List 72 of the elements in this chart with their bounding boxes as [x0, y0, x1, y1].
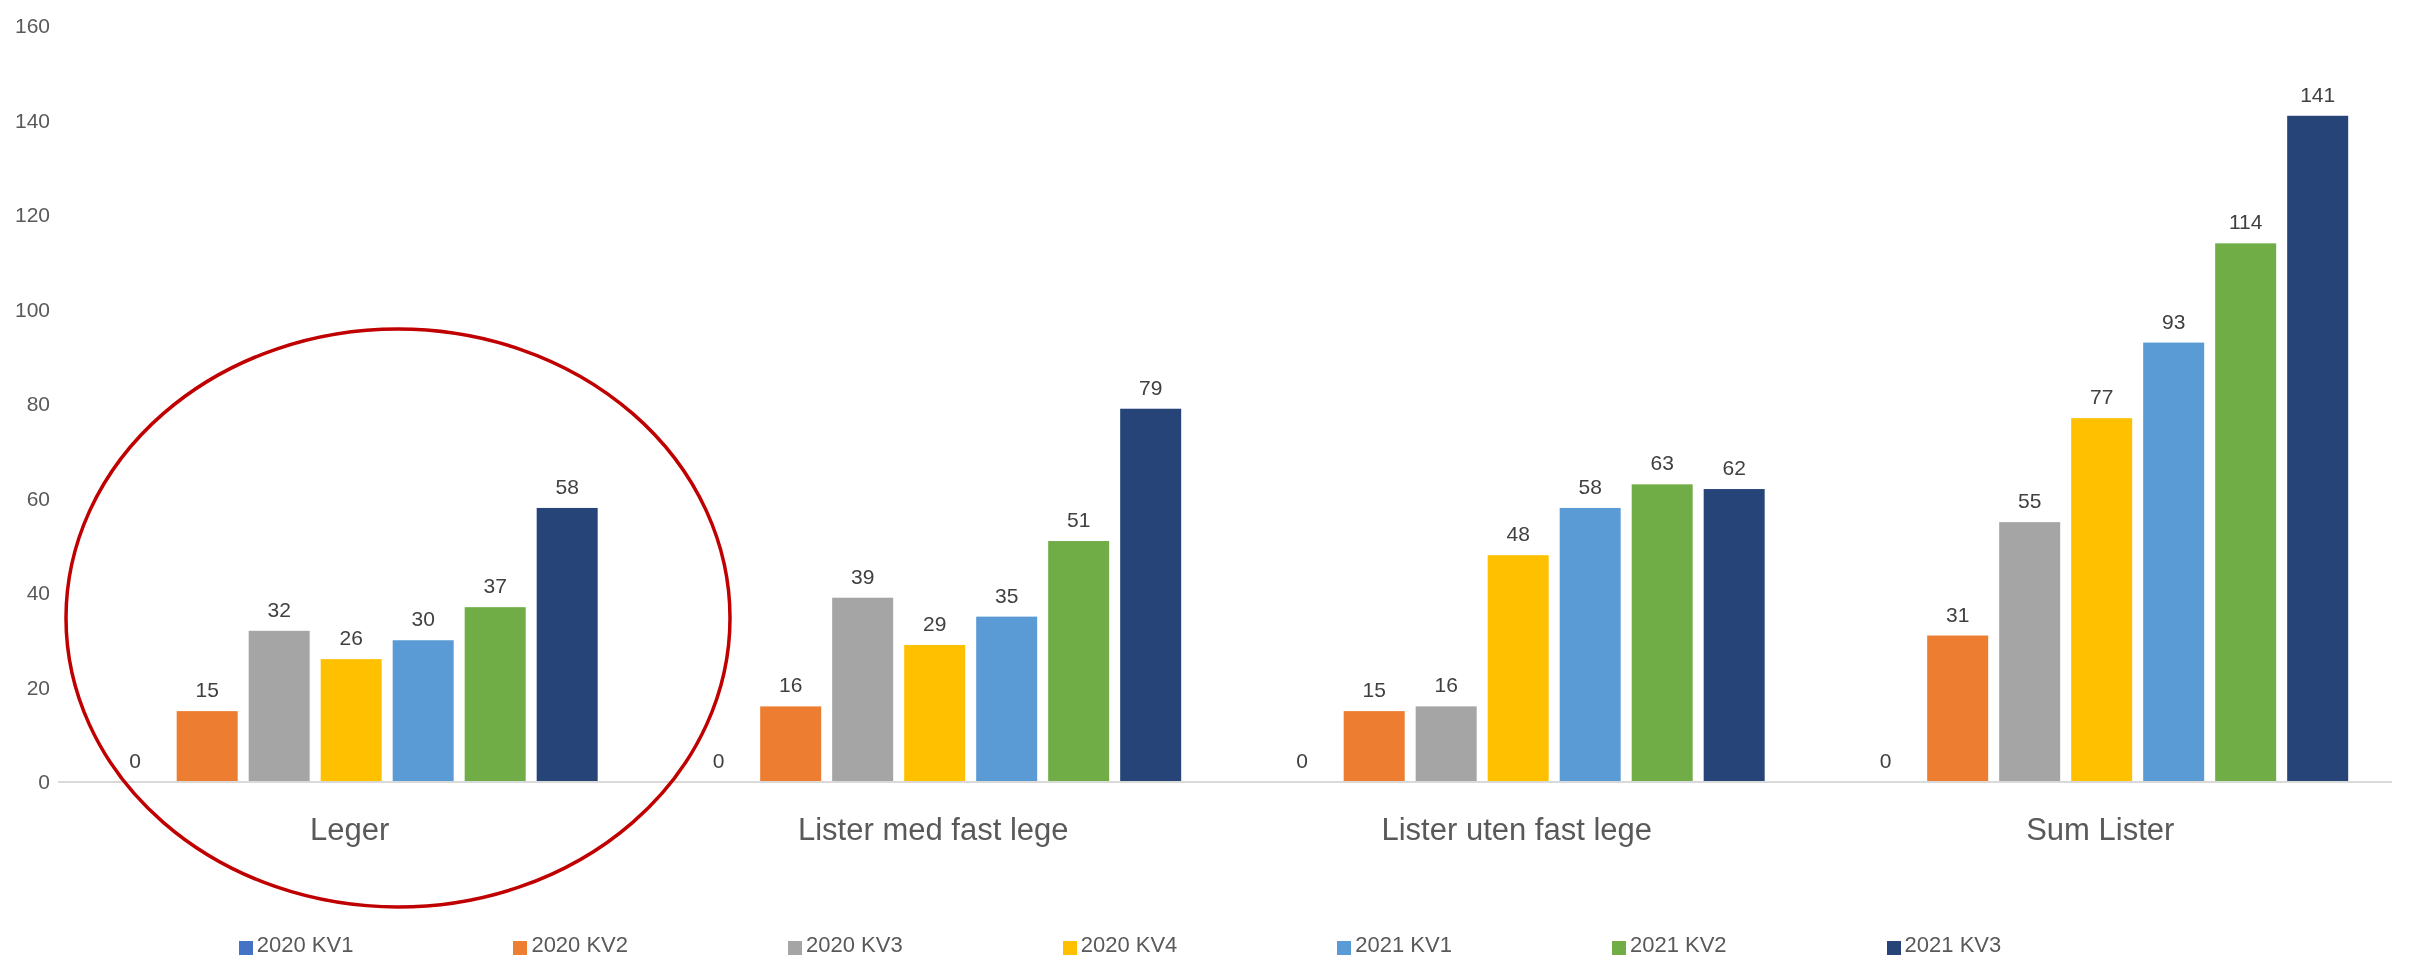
x-tick-label: Lister uten fast lege: [1381, 812, 1653, 847]
data-label: 62: [1722, 456, 1746, 480]
data-label: 16: [1434, 673, 1458, 697]
data-label: 93: [2162, 309, 2186, 333]
data-label: 35: [995, 583, 1019, 607]
data-label: 39: [851, 564, 875, 588]
data-label: 30: [411, 607, 435, 631]
data-label: 58: [1578, 474, 1602, 498]
legend-label: 2020 KV2: [531, 932, 629, 957]
data-label: 15: [1362, 678, 1386, 702]
bar: [1343, 711, 1405, 782]
bar: [1631, 484, 1693, 782]
data-label: 0: [712, 749, 725, 772]
bar: [1703, 489, 1765, 782]
data-label: 55: [2018, 489, 2042, 513]
legend-label: 2020 KV3: [806, 932, 903, 957]
bar: [176, 711, 238, 782]
data-label: 114: [2228, 210, 2263, 234]
bar: [1559, 507, 1621, 782]
x-tick-label: Sum Lister: [2026, 812, 2175, 847]
data-label: 32: [267, 597, 291, 621]
y-tick-label: 160: [14, 14, 50, 38]
data-label: 15: [195, 678, 219, 702]
data-label: 0: [129, 749, 142, 772]
data-label: 63: [1650, 451, 1674, 475]
y-tick-label: 140: [14, 108, 50, 132]
data-label: 0: [1296, 749, 1309, 772]
data-label: 58: [555, 474, 579, 498]
bar: [392, 640, 454, 782]
data-label: 0: [1879, 749, 1892, 772]
y-tick-label: 60: [26, 486, 50, 510]
legend-label: 2021 KV2: [1629, 932, 1727, 957]
bar: [1927, 635, 1989, 782]
bar: [464, 607, 526, 782]
x-tick-label: Lister med fast lege: [797, 812, 1069, 847]
x-tick-label: Leger: [310, 812, 390, 847]
y-tick-label: 100: [14, 297, 50, 321]
bar: [832, 597, 894, 782]
bar: [1120, 408, 1182, 782]
bar: [1487, 555, 1549, 782]
y-tick-label: 80: [26, 392, 50, 416]
bar: [2215, 243, 2277, 782]
y-tick-label: 120: [14, 203, 50, 227]
bar: [1999, 522, 2061, 782]
data-label: 77: [2090, 385, 2114, 409]
legend-label: 2020 KV1: [256, 932, 354, 957]
bar: [1415, 706, 1477, 782]
data-label: 141: [2300, 82, 2336, 106]
y-tick-label: 20: [26, 675, 50, 699]
y-tick-label: 0: [38, 770, 50, 794]
bar: [248, 630, 310, 782]
data-label: 48: [1506, 522, 1530, 546]
bar: [536, 507, 598, 782]
data-label: 16: [779, 673, 803, 697]
y-tick-label: 40: [26, 581, 50, 605]
bar: [976, 616, 1038, 782]
data-label: 37: [483, 574, 507, 598]
bar: [1048, 541, 1110, 782]
bar: [904, 644, 966, 782]
legend-label: 2020 KV4: [1080, 932, 1178, 957]
bar: [760, 706, 822, 782]
legend-label: 2021 KV1: [1355, 932, 1452, 957]
legend-label: 2021 KV3: [1904, 932, 2002, 957]
data-label: 26: [339, 626, 363, 650]
bar: [2287, 115, 2349, 782]
data-label: 51: [1067, 508, 1091, 532]
bar: [2143, 342, 2205, 782]
bar: [2071, 418, 2133, 782]
data-label: 79: [1139, 375, 1163, 399]
bar: [320, 659, 382, 782]
data-label: 29: [923, 611, 947, 635]
data-label: 31: [1946, 602, 1970, 626]
